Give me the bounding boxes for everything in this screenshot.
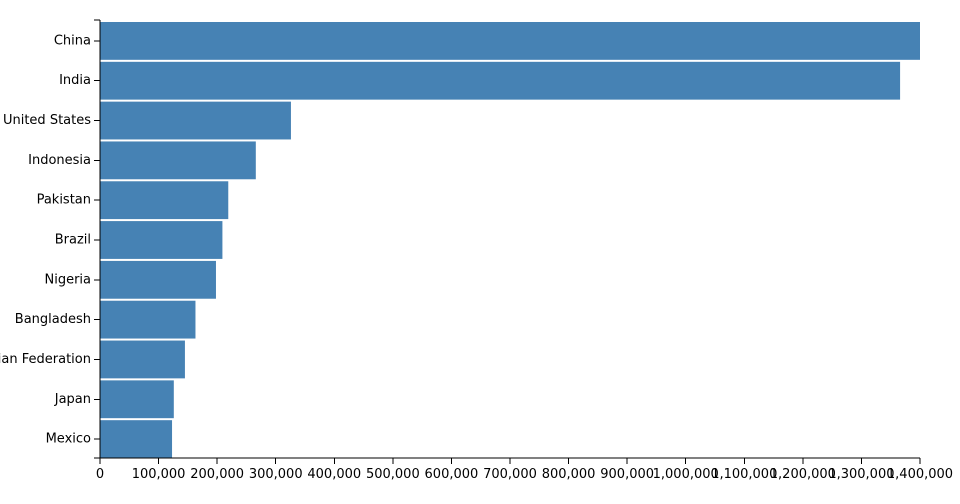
- x-tick-label: 1,200,000: [770, 467, 836, 482]
- bar-nigeria: [100, 260, 216, 299]
- y-tick-label: Indonesia: [28, 153, 91, 168]
- y-tick-label: Bangladesh: [15, 312, 91, 327]
- bar-russian-federation: [100, 340, 185, 379]
- bar-indonesia: [100, 141, 256, 180]
- y-axis: China India United States Indonesia Pakistan…: [0, 19, 101, 459]
- x-tick-label: 500,000: [366, 467, 420, 482]
- x-tick-label: 400,000: [307, 467, 361, 482]
- x-tick-label: 200,000: [190, 467, 244, 482]
- y-tick-label: Japan: [54, 392, 91, 407]
- bar-united-states: [100, 101, 291, 140]
- x-axis: 0 100,000 200,000 300,000 400,000 500,000 600,…: [96, 457, 953, 482]
- x-tick-label: 700,000: [483, 467, 537, 482]
- y-tick-label: India: [59, 73, 91, 88]
- bar-pakistan: [100, 181, 229, 220]
- bar-brazil: [100, 221, 223, 259]
- y-tick-label: Russian Federation: [0, 352, 91, 367]
- bar-mexico: [100, 420, 173, 458]
- bar-bangladesh: [100, 300, 196, 339]
- x-tick-label: 1,000,000: [653, 467, 719, 482]
- y-tick-label: China: [54, 33, 91, 48]
- y-tick-label: Mexico: [46, 432, 91, 447]
- x-tick-label: 1,300,000: [828, 467, 894, 482]
- x-tick-label: 600,000: [425, 467, 479, 482]
- y-tick-label: Brazil: [55, 233, 91, 248]
- x-tick-label: 800,000: [542, 467, 596, 482]
- x-tick-label: 900,000: [600, 467, 654, 482]
- x-tick-label: 300,000: [249, 467, 303, 482]
- x-tick-label: 1,400,000: [887, 467, 953, 482]
- bar-india: [100, 61, 901, 100]
- x-tick-label: 1,100,000: [711, 467, 777, 482]
- y-tick-label: Nigeria: [44, 272, 91, 287]
- bars-layer: [100, 22, 920, 458]
- x-tick-label: 0: [96, 467, 104, 482]
- bar-china: [100, 22, 920, 60]
- y-tick-label: United States: [3, 113, 91, 128]
- bar-japan: [100, 380, 174, 419]
- y-tick-label: Pakistan: [37, 193, 91, 208]
- x-tick-label: 100,000: [132, 467, 186, 482]
